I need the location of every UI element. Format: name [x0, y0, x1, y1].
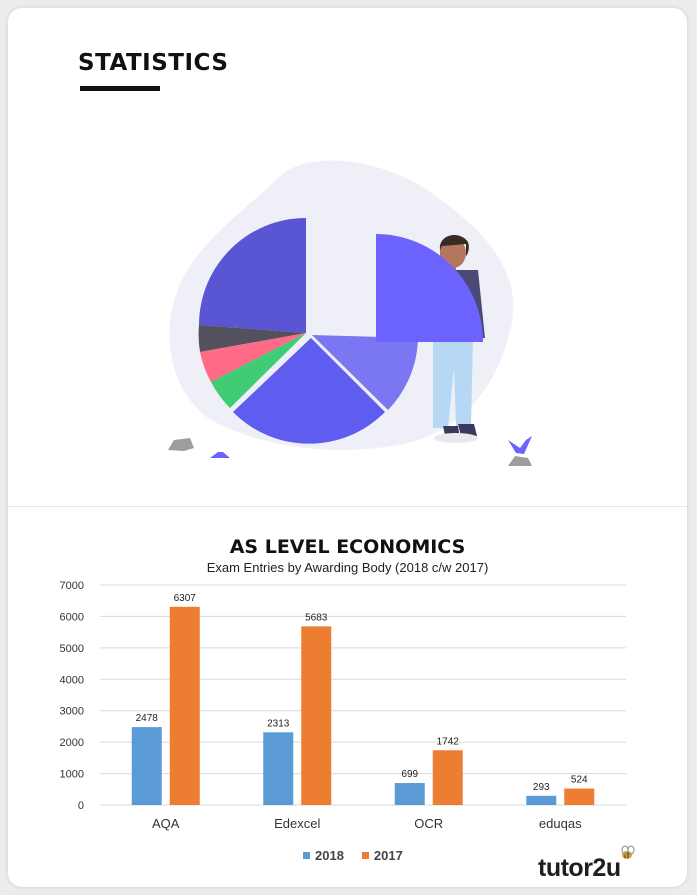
y-tick-label: 7000	[60, 580, 84, 592]
bar-2018-AQA	[131, 727, 162, 805]
chart-legend: 2018 2017	[303, 848, 403, 863]
bar-2017-AQA	[169, 606, 200, 805]
legend-swatch-2018	[303, 852, 310, 859]
pie-slices	[198, 218, 418, 444]
legend-item-2018: 2018	[303, 848, 344, 863]
x-tick-label: OCR	[414, 816, 443, 831]
chart-title: AS LEVEL ECONOMICS	[229, 536, 466, 558]
x-tick-label: Edexcel	[274, 816, 320, 831]
bee-icon	[621, 845, 635, 859]
data-label: 2313	[267, 718, 290, 729]
rock-right	[508, 456, 532, 466]
y-tick-label: 1000	[60, 769, 84, 781]
title-underline	[80, 86, 160, 91]
bar-2018-Edexcel	[263, 732, 294, 805]
data-label: 699	[401, 769, 418, 780]
chart-subtitle: Exam Entries by Awarding Body (2018 c/w …	[206, 560, 489, 575]
bar-2017-OCR	[432, 750, 463, 805]
x-tick-label: AQA	[152, 816, 180, 831]
bar-2018-OCR	[394, 783, 425, 805]
section-divider	[8, 506, 687, 507]
legend-item-2017: 2017	[361, 848, 403, 863]
pie-chart-illustration	[168, 160, 532, 466]
y-tick-label: 3000	[60, 706, 84, 718]
bar-chart: 0 1000 2000 3000 4000 5000 6000 7000 2478 6307 AQA…	[60, 580, 626, 831]
bar-2017-Edexcel	[301, 626, 332, 805]
data-label: 293	[533, 782, 550, 793]
held-slice	[376, 234, 483, 342]
y-tick-label: 6000	[60, 611, 84, 623]
legend-label-2017: 2017	[373, 848, 403, 863]
y-tick-label: 2000	[60, 737, 84, 749]
y-tick-label: 0	[78, 800, 84, 812]
flower-plant	[210, 452, 230, 458]
bar-2017-eduqas	[564, 788, 595, 805]
legend-label-2018: 2018	[315, 848, 344, 863]
data-label: 2478	[136, 713, 159, 724]
legend-swatch-2017	[361, 852, 369, 859]
y-tick-label: 5000	[60, 643, 84, 655]
rock-left	[168, 438, 194, 451]
data-label: 6307	[174, 593, 197, 604]
data-label: 5683	[305, 612, 328, 623]
plant-right	[508, 436, 532, 454]
page-title: STATISTICS	[78, 50, 229, 76]
y-tick-label: 4000	[60, 674, 84, 686]
data-label: 1742	[437, 736, 460, 747]
bar-2018-eduqas	[526, 795, 557, 805]
data-label: 524	[571, 775, 588, 786]
infographic-card: STATISTICS AS LEVEL ECONOMICS	[8, 8, 687, 887]
x-tick-label: eduqas	[539, 816, 582, 831]
tutor2u-logo: tutor2u	[538, 854, 621, 882]
